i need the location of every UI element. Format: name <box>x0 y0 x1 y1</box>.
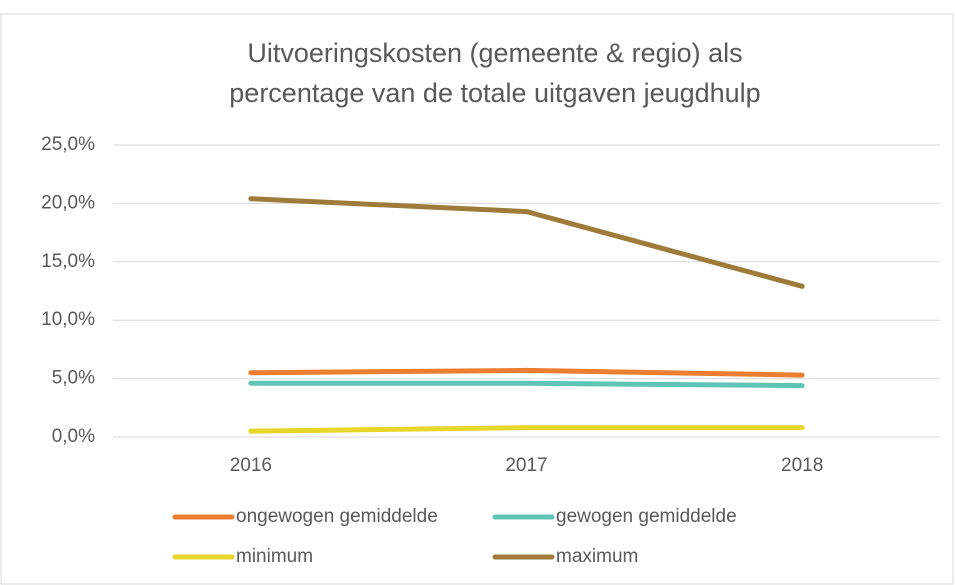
y-tick-label: 20,0% <box>41 192 95 213</box>
data-line <box>248 196 805 289</box>
y-tick-label: 5,0% <box>52 368 95 389</box>
chart-title: percentage van de totale uitgaven jeugdh… <box>229 78 760 108</box>
y-tick-label: 0,0% <box>52 426 95 447</box>
legend-label: minimum <box>236 546 313 567</box>
data-line <box>248 367 805 378</box>
chart-border <box>0 13 954 585</box>
y-tick-label: 15,0% <box>41 251 95 272</box>
y-tick-label: 10,0% <box>41 309 95 330</box>
data-line <box>248 425 805 434</box>
legend-label: gewogen gemiddelde <box>556 506 737 527</box>
legend-label: maximum <box>556 546 638 567</box>
x-tick-label: 2016 <box>230 455 272 476</box>
chart-title: Uitvoeringskosten (gemeente & regio) als <box>247 38 742 68</box>
x-tick-label: 2017 <box>505 455 547 476</box>
x-tick-label: 2018 <box>781 455 823 476</box>
data-line <box>248 380 805 389</box>
legend-label: ongewogen gemiddelde <box>236 506 438 527</box>
y-tick-label: 25,0% <box>41 134 95 155</box>
